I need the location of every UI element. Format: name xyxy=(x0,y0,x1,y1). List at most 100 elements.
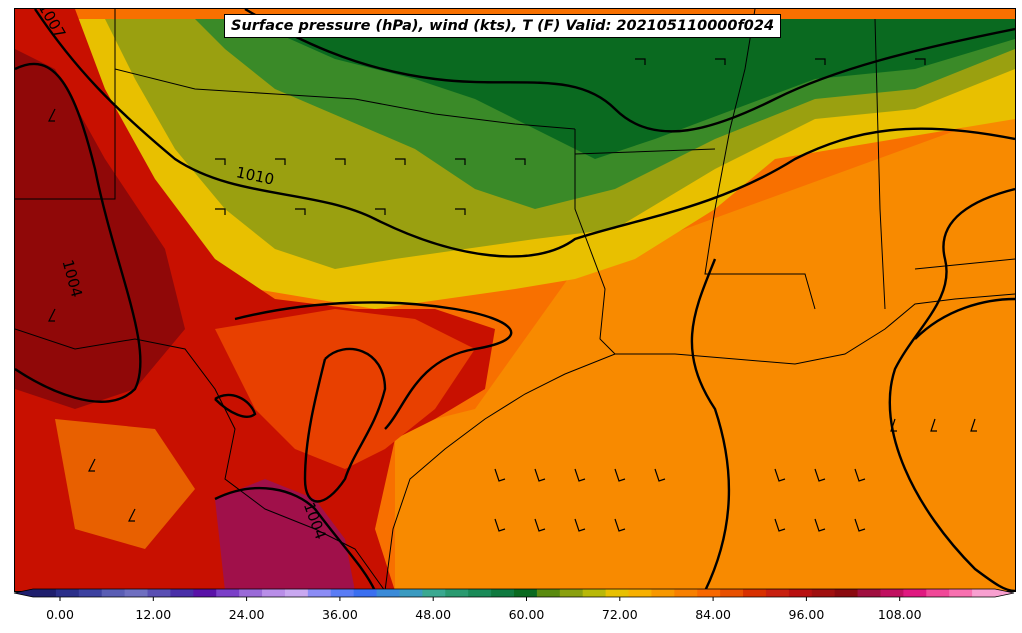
wind-barb xyxy=(375,208,386,215)
colorbar-segment xyxy=(216,589,240,597)
colorbar-segment xyxy=(765,589,790,597)
wind-barb xyxy=(574,518,586,532)
colorbar-segment xyxy=(605,589,630,597)
colorbar-segment xyxy=(353,589,378,597)
wind-barb xyxy=(614,468,626,482)
colorbar-segment xyxy=(147,589,172,597)
isobar-line xyxy=(888,187,1015,591)
colorbar-segment xyxy=(101,589,126,597)
state-border-texas-oklahoma-north xyxy=(15,9,116,200)
colorbar-segment xyxy=(880,589,904,597)
wind-barb xyxy=(890,418,897,432)
colorbar-tick-label: 24.00 xyxy=(228,607,265,622)
isobar-line xyxy=(234,301,513,430)
colorbar-segment xyxy=(33,589,57,597)
colorbar-segment xyxy=(697,589,721,597)
wind-barb xyxy=(534,518,546,532)
gulf-coastline xyxy=(384,293,1015,591)
wind-barb xyxy=(534,468,546,482)
colorbar-segment xyxy=(376,589,401,597)
wind-barb xyxy=(215,158,226,165)
isobar-line xyxy=(214,393,257,418)
rio-grande-border xyxy=(15,328,386,591)
colorbar-tick-label: 84.00 xyxy=(695,607,731,622)
wind-barb xyxy=(215,208,226,215)
isobar-line xyxy=(15,62,142,403)
state-border-red-river xyxy=(114,68,576,130)
colorbar-tick-label: 72.00 xyxy=(601,607,638,622)
colorbar-tick-label: 108.00 xyxy=(877,607,922,622)
wind-barb xyxy=(295,208,306,215)
colorbar-segment xyxy=(811,589,836,597)
colorbar-tick-label: 12.00 xyxy=(135,607,172,622)
colorbar-segment xyxy=(949,589,973,597)
wind-barb xyxy=(774,468,786,482)
wind-barb xyxy=(654,468,666,482)
colorbar-segment xyxy=(857,589,882,597)
wind-barb xyxy=(814,518,826,532)
isobar-line xyxy=(214,486,377,591)
wind-barb xyxy=(275,158,286,165)
wind-barb xyxy=(335,158,346,165)
colorbar-segment xyxy=(788,589,813,597)
colorbar-segment xyxy=(926,589,950,597)
colorbar-tick-label: 48.00 xyxy=(415,607,452,622)
wind-barb xyxy=(915,58,926,65)
wind-barb xyxy=(128,508,136,522)
map-title: Surface pressure (hPa), wind (kts), T (F… xyxy=(224,14,782,38)
wind-barb xyxy=(515,158,526,165)
wind-barb xyxy=(455,208,466,215)
colorbar-segment xyxy=(78,589,103,597)
colorbar-segment xyxy=(399,589,423,597)
colorbar-segment xyxy=(124,589,149,597)
wind-barb xyxy=(48,108,56,122)
temperature-fill-south-magenta xyxy=(215,479,355,591)
colorbar-segment xyxy=(55,589,80,597)
isobar-line xyxy=(690,258,731,591)
state-border-alabama-florida xyxy=(914,258,1015,270)
colorbar-segment xyxy=(628,589,653,597)
colorbar-segment xyxy=(330,589,355,597)
temperature-colorbar xyxy=(13,588,1015,601)
colorbar-segment xyxy=(170,589,194,597)
wind-barb xyxy=(614,518,626,532)
colorbar-segment xyxy=(514,589,538,597)
wind-barb xyxy=(88,458,96,472)
wind-barb xyxy=(970,418,977,432)
isobar-line xyxy=(34,9,1015,258)
colorbar-segment xyxy=(307,589,332,597)
colorbar-segment xyxy=(422,589,446,597)
temperature-field-map: 1010 1004 1004 1007 xyxy=(15,9,1015,591)
colorbar-segment xyxy=(972,589,996,597)
colorbar-segment xyxy=(582,589,607,597)
colorbar-tick-label: 36.00 xyxy=(321,607,358,622)
isobar-line xyxy=(914,297,1015,340)
temperature-fill-west-dark-red xyxy=(15,49,185,409)
temperature-fill-dark-green-north xyxy=(245,19,1015,159)
wind-barb xyxy=(854,468,866,482)
state-border-texas-louisiana xyxy=(574,129,616,355)
colorbar-outline xyxy=(13,588,1015,598)
wind-barb xyxy=(395,158,406,165)
colorbar-segment xyxy=(536,589,561,597)
wind-barb xyxy=(814,468,826,482)
wind-barb xyxy=(635,58,646,65)
colorbar-segment xyxy=(284,589,309,597)
wind-barb xyxy=(494,518,506,532)
state-border-arkansas-louisiana xyxy=(574,148,716,155)
wind-barb xyxy=(854,518,866,532)
colorbar-segment xyxy=(262,589,286,597)
colorbar-segment xyxy=(491,589,515,597)
colorbar-tick-label: 60.00 xyxy=(508,607,545,622)
wind-barb xyxy=(48,308,56,322)
isobar-line xyxy=(303,347,387,503)
map-panel: 1010 1004 1004 1007 xyxy=(14,8,1016,592)
wind-barb xyxy=(774,518,786,532)
isobar-line xyxy=(244,9,1015,133)
state-border-mississippi-river xyxy=(704,9,816,310)
colorbar-segment xyxy=(239,589,263,597)
wind-barb xyxy=(494,468,506,482)
colorbar-segment xyxy=(834,589,859,597)
temperature-fill-east-orange xyxy=(395,109,1015,591)
wind-barb xyxy=(930,418,937,432)
